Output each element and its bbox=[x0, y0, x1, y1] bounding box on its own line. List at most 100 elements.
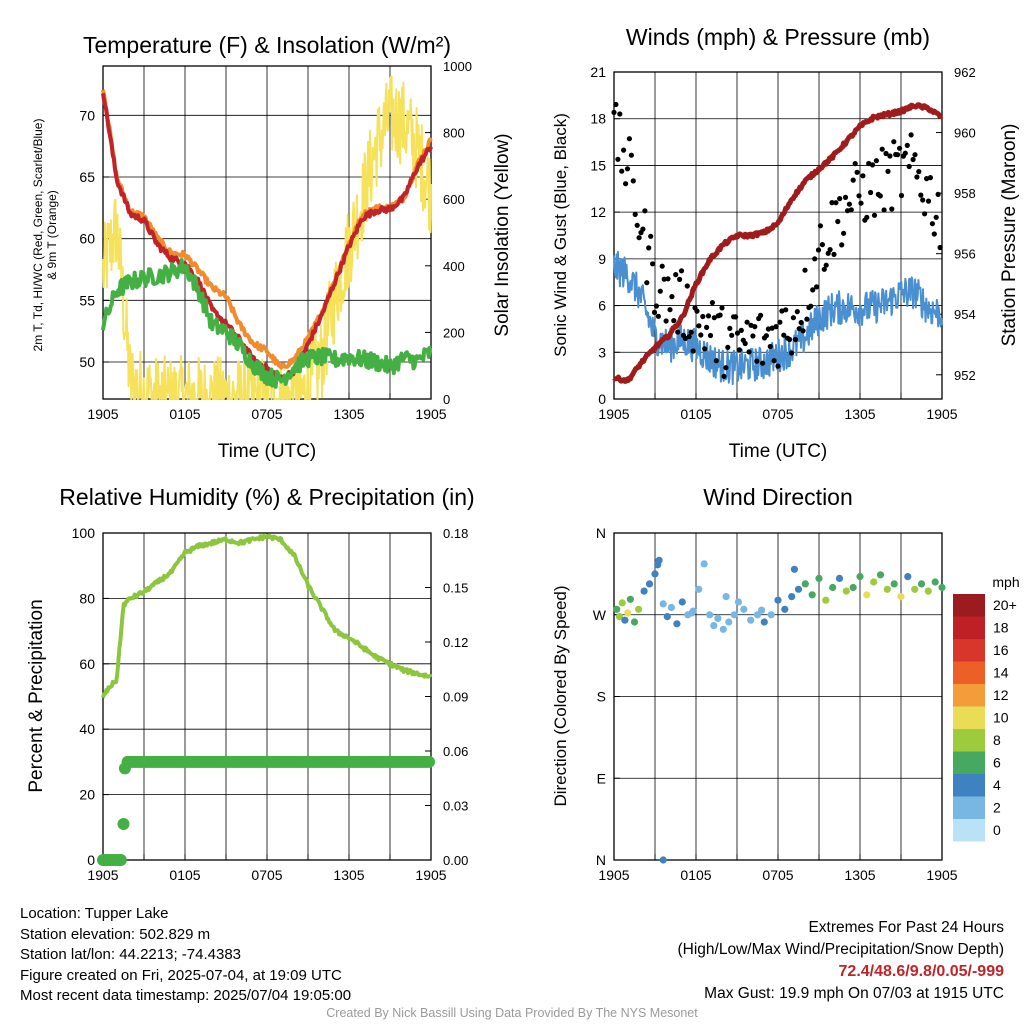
gust-point bbox=[624, 166, 631, 172]
gust-point bbox=[902, 150, 908, 156]
direction-point bbox=[654, 561, 662, 569]
gust-point bbox=[848, 207, 854, 213]
gust-point bbox=[671, 318, 677, 324]
direction-point bbox=[767, 611, 775, 619]
panel4-y-tick-label: S bbox=[597, 689, 606, 705]
gust-point bbox=[846, 201, 853, 207]
panel2-y2-tick-label: 952 bbox=[954, 368, 976, 383]
extremes-title: Extremes For Past 24 Hours bbox=[808, 919, 1004, 936]
direction-point bbox=[659, 600, 667, 608]
temp-2m-line bbox=[101, 93, 433, 382]
gust-point bbox=[891, 139, 897, 145]
gust-point bbox=[869, 162, 876, 168]
direction-point bbox=[876, 571, 885, 579]
gust-point bbox=[725, 344, 731, 350]
gust-point bbox=[617, 111, 623, 117]
gust-point bbox=[864, 214, 870, 220]
gust-point bbox=[733, 314, 739, 320]
direction-point bbox=[890, 580, 898, 588]
panel1-y2-tick-label: 400 bbox=[443, 259, 465, 274]
gust-point bbox=[655, 313, 662, 319]
gust-point bbox=[783, 307, 789, 313]
gust-point bbox=[729, 332, 735, 338]
panel3-x-tick-label: 1905 bbox=[415, 867, 446, 883]
direction-point bbox=[640, 587, 648, 595]
gust-point bbox=[775, 363, 781, 369]
panel3-x-tick-label: 0105 bbox=[169, 867, 200, 883]
direction-point bbox=[781, 605, 789, 613]
gust-point bbox=[852, 161, 858, 167]
panel1-x-tick-label: 0105 bbox=[169, 406, 200, 422]
gust-point bbox=[808, 303, 814, 309]
gust-point bbox=[713, 358, 719, 364]
panel1-y2-axis-label: Solar Insolation (Yellow) bbox=[492, 133, 513, 336]
legend-swatch bbox=[953, 684, 985, 707]
gust-point bbox=[871, 212, 878, 218]
panel4-y-axis-label: Direction (Colored By Speed) bbox=[551, 585, 570, 806]
panel2-x-tick-label: 1905 bbox=[926, 406, 957, 422]
direction-point bbox=[760, 618, 768, 626]
legend-swatch bbox=[953, 796, 985, 819]
gust-point bbox=[827, 247, 833, 253]
direction-point bbox=[734, 598, 743, 606]
panel4-y-tick-label: W bbox=[593, 607, 607, 623]
gust-point bbox=[868, 189, 874, 196]
gust-point bbox=[711, 315, 717, 321]
gust-point bbox=[750, 333, 756, 339]
direction-point bbox=[613, 605, 621, 613]
panel1-y-axis-label-line: & 9m T (Orange) bbox=[45, 190, 59, 280]
direction-point bbox=[624, 609, 632, 617]
gust-point bbox=[709, 300, 716, 306]
legend-label: 12 bbox=[993, 687, 1009, 703]
direction-point bbox=[835, 574, 844, 583]
legend-swatch bbox=[953, 819, 985, 842]
legend-label: 4 bbox=[993, 777, 1001, 793]
panel3-x-tick-label: 1305 bbox=[333, 867, 364, 883]
gust-point bbox=[898, 192, 905, 199]
panel2-x-tick-label: 0705 bbox=[762, 406, 793, 422]
credit-line: Created By Nick Bassill Using Data Provi… bbox=[326, 1006, 698, 1020]
gust-point bbox=[650, 261, 656, 267]
panel3-y2-tick-label: 0.03 bbox=[443, 799, 468, 814]
gust-point bbox=[879, 146, 885, 152]
legend-label: 0 bbox=[993, 822, 1001, 838]
legend-label: 2 bbox=[993, 800, 1001, 816]
panel2-y-tick-label: 9 bbox=[598, 251, 606, 267]
precip-point bbox=[423, 755, 435, 768]
direction-point bbox=[626, 595, 635, 603]
gust-point bbox=[767, 343, 773, 350]
gust-point bbox=[700, 313, 706, 320]
direction-point bbox=[730, 611, 738, 619]
panel4-x-tick-label: 1905 bbox=[598, 867, 629, 883]
gust-point bbox=[877, 193, 883, 199]
direction-point bbox=[673, 620, 681, 628]
gust-point bbox=[920, 197, 926, 203]
gust-point bbox=[819, 242, 826, 248]
legend-swatch bbox=[953, 594, 985, 617]
legend-swatch bbox=[953, 661, 985, 684]
extremes-subtitle: (High/Low/Max Wind/Precipitation/Snow De… bbox=[677, 941, 1005, 958]
gust-point bbox=[873, 158, 880, 164]
direction-point bbox=[659, 856, 667, 864]
direction-point bbox=[618, 599, 626, 607]
direction-point bbox=[630, 618, 639, 626]
gust-point bbox=[623, 181, 629, 187]
panel2-x-tick-label: 1305 bbox=[844, 406, 875, 422]
panel1-y2-axis-label-text: Solar Insolation (Yellow) bbox=[492, 133, 513, 336]
gust-point bbox=[657, 288, 663, 294]
direction-point bbox=[790, 565, 799, 573]
gust-point bbox=[763, 333, 770, 339]
station-elevation: Station elevation: 502.829 m bbox=[20, 925, 211, 943]
direction-point bbox=[924, 587, 932, 595]
direction-point bbox=[621, 616, 629, 624]
gust-point bbox=[769, 325, 775, 331]
direction-point bbox=[788, 593, 796, 601]
gust-point bbox=[918, 192, 924, 198]
gust-point bbox=[634, 222, 640, 228]
panel3-x-tick-label: 0705 bbox=[251, 867, 282, 883]
direction-point bbox=[822, 596, 830, 604]
gust-point bbox=[858, 200, 864, 206]
gust-point bbox=[812, 256, 818, 262]
direction-point bbox=[635, 605, 643, 613]
legend-swatch bbox=[953, 706, 985, 729]
